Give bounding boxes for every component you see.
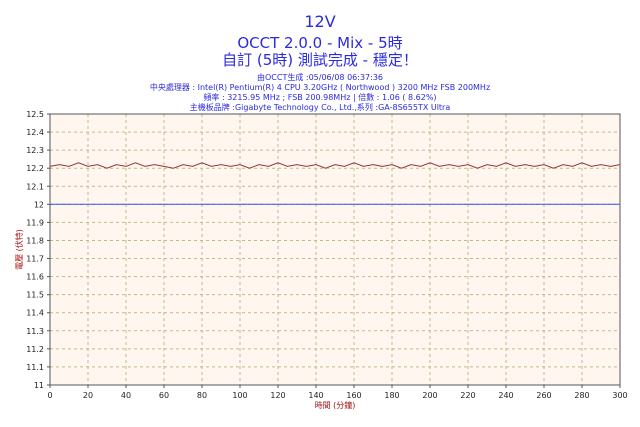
voltage-series-line bbox=[49, 162, 621, 169]
x-tick-label: 160 bbox=[346, 391, 361, 400]
x-tick-label: 60 bbox=[159, 391, 169, 400]
plot-area bbox=[50, 114, 620, 385]
x-tick-label: 0 bbox=[47, 391, 52, 400]
y-tick-label: 11.7 bbox=[26, 255, 44, 264]
x-tick-label: 220 bbox=[460, 391, 475, 400]
y-tick-label: 11.3 bbox=[26, 327, 44, 336]
frequency-line: 頻率 : 3215.95 MHz ; FSB 200.98MHz | 倍數 : … bbox=[203, 93, 437, 102]
tick-labels: 0 20 40 60 80 100 120 140 160 180 200 220 240 260 280 3… bbox=[26, 110, 627, 400]
x-tick-label: 20 bbox=[83, 391, 93, 400]
y-tick-label: 12.3 bbox=[26, 146, 44, 155]
chart-subtitle: OCCT 2.0.0 - Mix - 5時 bbox=[237, 34, 403, 52]
y-tick-label: 12.2 bbox=[26, 164, 44, 173]
y-tick-label: 12.5 bbox=[26, 110, 44, 119]
x-tick-label: 140 bbox=[308, 391, 323, 400]
generated-line: 由OCCT生成 :05/06/08 06:37:36 bbox=[257, 73, 383, 82]
series bbox=[49, 162, 621, 205]
x-tick-label: 180 bbox=[384, 391, 399, 400]
cpu-line: 中央處理器 : Intel(R) Pentium(R) 4 CPU 3.20GH… bbox=[149, 83, 491, 92]
x-tick-label: 40 bbox=[121, 391, 131, 400]
x-tick-label: 260 bbox=[536, 391, 551, 400]
x-tick-label: 80 bbox=[197, 391, 207, 400]
y-tick-label: 12.1 bbox=[26, 182, 44, 191]
x-tick-label: 240 bbox=[498, 391, 513, 400]
y-tick-label: 12.4 bbox=[26, 128, 44, 137]
y-tick-label: 11.6 bbox=[26, 273, 44, 282]
y-tick-label: 11.5 bbox=[26, 291, 44, 300]
y-tick-label: 11.2 bbox=[26, 345, 44, 354]
y-tick-label: 11.9 bbox=[26, 218, 44, 227]
x-tick-label: 100 bbox=[232, 391, 247, 400]
x-tick-label: 120 bbox=[270, 391, 285, 400]
y-tick-label: 11 bbox=[34, 381, 44, 390]
x-tick-label: 300 bbox=[612, 391, 627, 400]
chart-title: 12V bbox=[304, 12, 336, 31]
x-tick-label: 280 bbox=[574, 391, 589, 400]
y-tick-label: 11.1 bbox=[26, 363, 44, 372]
motherboard-line: 主機板品牌 :Gigabyte Technology Co., Ltd.,系列 … bbox=[189, 103, 451, 112]
y-tick-label: 11.4 bbox=[26, 309, 44, 318]
y-axis-label: 電壓 (伏特) bbox=[14, 229, 24, 270]
y-tick-label: 12 bbox=[34, 200, 44, 209]
test-status: 自訂 (5時) 測試完成 - 穩定！ bbox=[222, 51, 418, 69]
plot-frame bbox=[49, 113, 621, 386]
y-tick-label: 11.8 bbox=[26, 236, 44, 245]
x-tick-label: 200 bbox=[422, 391, 437, 400]
x-axis-label: 時間 (分鐘) bbox=[315, 400, 356, 410]
